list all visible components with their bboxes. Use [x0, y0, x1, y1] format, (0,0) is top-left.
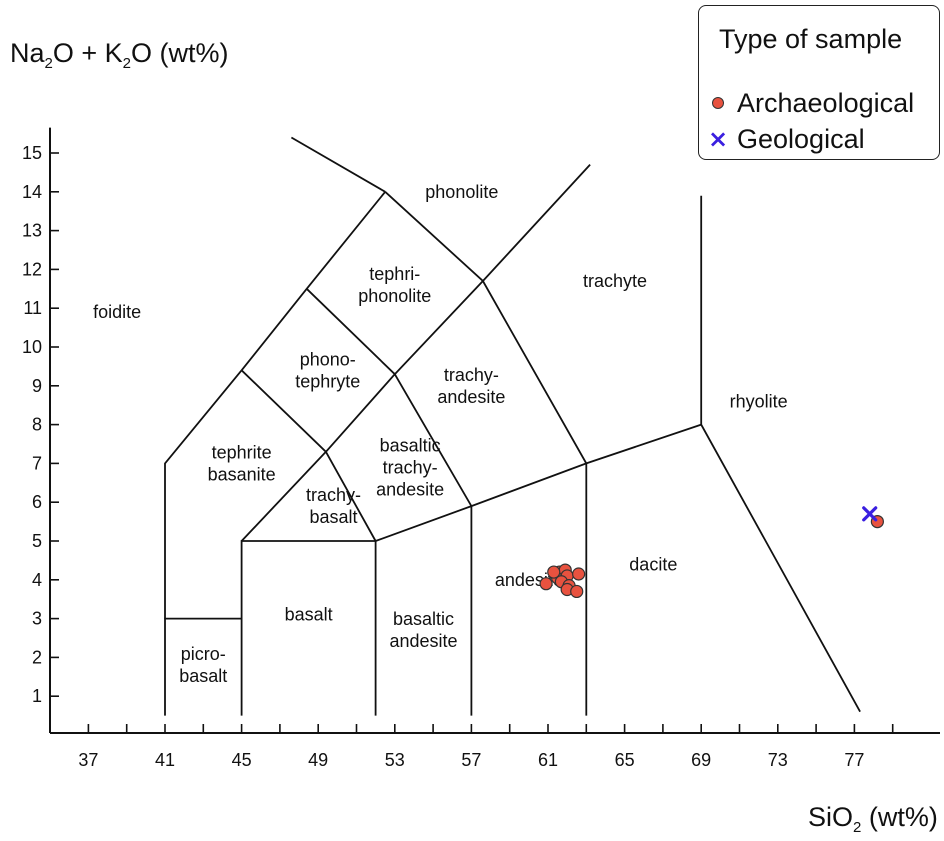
field-boundary: [240, 540, 377, 716]
y-tick-label: 12: [22, 259, 42, 279]
legend-label: Archaeological: [737, 87, 915, 118]
legend: Type of sample Archaeological × Geologic…: [698, 5, 940, 160]
y-tick-label: 7: [32, 453, 42, 473]
field-boundary: [384, 191, 588, 716]
legend-label: Geological: [737, 123, 865, 154]
y-tick-label: 2: [32, 647, 42, 667]
circle-marker-icon: [707, 92, 729, 114]
field-label: andesite: [437, 387, 505, 407]
field-label: tephrite: [212, 442, 272, 462]
field-label: phonolite: [358, 286, 431, 306]
x-marker-icon: ×: [707, 125, 729, 153]
archaeological-point: [570, 584, 584, 599]
field-label: foidite: [93, 302, 141, 322]
y-tick-label: 8: [32, 415, 42, 435]
archaeological-point: [547, 565, 561, 579]
field-label: trachy-: [383, 457, 438, 477]
y-tick-label: 11: [23, 298, 42, 318]
field-label: tephryte: [295, 371, 360, 391]
field-label: phonolite: [425, 182, 498, 202]
axes: [49, 127, 940, 734]
field-label: trachy-: [306, 485, 361, 505]
field-label: rhyolite: [730, 391, 788, 411]
field-label: dacite: [629, 554, 677, 574]
archaeological-point: [572, 567, 586, 581]
x-axis-title: SiO2 (wt%): [808, 802, 938, 836]
geological-point: [862, 506, 878, 522]
legend-item-archaeological: Archaeological: [707, 86, 914, 120]
y-axis-title: Na2O + K2O (wt%): [10, 38, 229, 72]
field-label: basanite: [208, 464, 276, 484]
geological-point-stroke: [862, 506, 878, 522]
x-tick-label: 49: [308, 750, 328, 770]
y-tick-label: 5: [32, 531, 42, 551]
y-tick-label: 6: [32, 492, 42, 512]
field-label: andesite: [389, 631, 457, 651]
y-tick-label: 14: [22, 182, 42, 202]
field-label: basalt: [285, 605, 333, 625]
field-boundary: [240, 369, 473, 716]
x-tick-label: 37: [78, 750, 98, 770]
x-tick-label: 57: [461, 750, 481, 770]
field-label: andesite: [376, 479, 444, 499]
field-label: picro-: [181, 644, 226, 664]
field-label: basalt: [179, 666, 227, 686]
field-boundaries: [164, 136, 861, 716]
field-boundary: [700, 195, 861, 713]
y-tick-label: 15: [22, 143, 42, 163]
x-tick-label: 41: [155, 750, 175, 770]
y-tick-label: 9: [32, 376, 42, 396]
field-boundary: [290, 136, 386, 193]
x-tick-label: 69: [691, 750, 711, 770]
field-label: basaltic: [380, 435, 441, 455]
legend-title: Type of sample: [719, 24, 903, 54]
legend-item-geological: × Geological: [707, 122, 865, 156]
field-boundary: [482, 163, 591, 282]
y-tick-label: 4: [32, 570, 42, 590]
x-tick-label: 73: [768, 750, 788, 770]
y-tick-label: 1: [32, 686, 42, 706]
x-tick-label: 77: [844, 750, 864, 770]
field-label: trachyte: [583, 271, 647, 291]
x-tick-label: 65: [615, 750, 635, 770]
archaeological-point: [539, 577, 553, 591]
field-label: trachy-: [444, 365, 499, 385]
field-label: tephri-: [369, 264, 420, 284]
field-label: phono-: [300, 349, 356, 369]
y-tick-label: 13: [22, 221, 42, 241]
data-points: [539, 506, 884, 599]
x-tick-label: 61: [538, 750, 558, 770]
field-label: basaltic: [393, 609, 454, 629]
field-boundary: [164, 369, 243, 619]
field-boundary: [375, 423, 702, 542]
field-labels: foidite phonolite trachyte tephri-phonolite…: [93, 182, 788, 686]
field-boundary: [306, 280, 484, 376]
x-tick-label: 45: [232, 750, 252, 770]
y-tick-label: 3: [32, 609, 42, 629]
y-tick-label: 10: [22, 337, 42, 357]
field-label: basalt: [309, 507, 357, 527]
x-tick-label: 53: [385, 750, 405, 770]
